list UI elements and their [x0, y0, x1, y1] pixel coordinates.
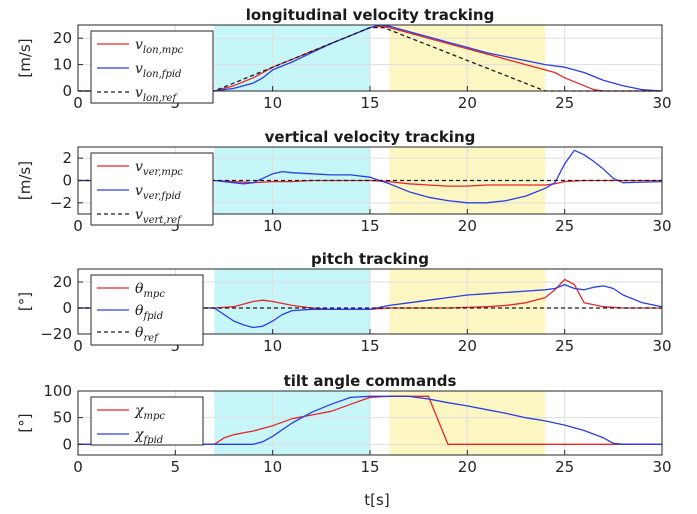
pitch-legend-entry: θref [135, 325, 160, 344]
vertical-velocity-legend-entry: vvert,ref [135, 207, 183, 226]
pitch-xtick-label: 15 [360, 337, 379, 355]
vertical-velocity-legend-entry: vver,fpid [135, 183, 181, 202]
tilt-angle-panel: 0 5 10 15 20 25 30 0 50 100 tilt angle commands [°]… [16, 372, 672, 476]
x-axis-label: t[s] [364, 491, 389, 509]
longitudinal-velocity-ytick-label: 10 [53, 56, 72, 74]
pitch-xtick-label: 10 [263, 337, 282, 355]
tilt-angle-series-mpc [78, 395, 662, 445]
pitch-xtick-label: 20 [458, 337, 477, 355]
tilt-angle-legend-box [90, 396, 204, 446]
longitudinal-velocity-legend-entry: vlon,fpid [135, 61, 181, 80]
tilt-angle-legend-entry: χmpc [134, 403, 165, 422]
longitudinal-velocity-xtick-label: 30 [652, 94, 671, 112]
longitudinal-velocity-legend-entry: vlon,ref [135, 85, 178, 104]
vertical-velocity-series-ver-mpc [78, 179, 662, 187]
vertical-velocity-xtick-label: 25 [555, 217, 574, 235]
longitudinal-velocity-xtick-label: 10 [263, 94, 282, 112]
vertical-velocity-y-axis-label: [m/s] [16, 161, 34, 200]
vertical-velocity-ytick-label: 2 [62, 149, 72, 167]
pitch-ytick-label: −20 [40, 325, 72, 343]
tilt-angle-series-fpid [78, 395, 662, 445]
longitudinal-velocity-title: longitudinal velocity tracking [246, 6, 495, 24]
longitudinal-velocity-xtick-label: 25 [555, 94, 574, 112]
tilt-angle-xtick-label: 10 [263, 458, 282, 476]
pitch-series-fpid [78, 283, 663, 329]
vertical-velocity-legend-box [90, 152, 214, 226]
tilt-angle-ytick-label: 0 [62, 435, 72, 453]
longitudinal-velocity-xtick-label: 15 [360, 94, 379, 112]
longitudinal-velocity-legend: vlon,mpc vlon,fpid vlon,ref [90, 30, 214, 104]
pitch-ytick-label: 20 [53, 273, 72, 291]
vertical-velocity-xtick-label: 15 [360, 217, 379, 235]
pitch-series-mpc [78, 278, 662, 310]
longitudinal-velocity-ytick-label: 0 [62, 82, 72, 100]
tilt-angle-xtick-label: 15 [360, 458, 379, 476]
pitch-title: pitch tracking [311, 250, 429, 268]
pitch-xtick-label: 25 [555, 337, 574, 355]
pitch-legend-entry: θfpid [135, 303, 163, 322]
tilt-angle-xtick-label: 5 [171, 458, 181, 476]
pitch-xtick-label: 5 [171, 337, 181, 355]
tilt-angle-title: tilt angle commands [284, 372, 457, 390]
vertical-velocity-xtick-label: 10 [263, 217, 282, 235]
tilt-angle-xtick-label: 20 [458, 458, 477, 476]
vertical-velocity-legend: vver,mpc vver,fpid vvert,ref [90, 152, 214, 226]
longitudinal-velocity-xtick-label: 0 [73, 94, 83, 112]
tilt-angle-xtick-label: 0 [73, 458, 83, 476]
longitudinal-velocity-legend-entry: vlon,mpc [135, 37, 184, 56]
vertical-velocity-xtick-label: 0 [73, 217, 83, 235]
vertical-velocity-xtick-label: 30 [652, 217, 671, 235]
pitch-y-axis-label: [°] [16, 292, 34, 311]
pitch-legend-entry: θmpc [135, 281, 165, 300]
tilt-angle-legend-entry: χfpid [134, 427, 163, 446]
vertical-velocity-legend-entry: vver,mpc [135, 159, 183, 178]
pitch-xtick-label: 0 [73, 337, 83, 355]
tilt-angle-xtick-label: 30 [652, 458, 671, 476]
pitch-legend: θmpc θfpid θref [90, 274, 204, 346]
pitch-band-1 [214, 269, 370, 334]
vertical-velocity-xtick-label: 20 [458, 217, 477, 235]
longitudinal-velocity-series-lon-mpc [78, 25, 662, 92]
longitudinal-velocity-xtick-label: 20 [458, 94, 477, 112]
longitudinal-velocity-panel: 05101520253001020longitudinal velocity t… [16, 6, 672, 112]
tilt-angle-ytick-label: 50 [53, 409, 72, 427]
longitudinal-velocity-series-lon-fpid [78, 24, 663, 92]
pitch-ytick-label: 0 [62, 299, 72, 317]
tilt-angle-legend: χmpc χfpid [90, 396, 204, 446]
tilt-angle-y-axis-label: [°] [16, 413, 34, 432]
vertical-velocity-ytick-label: −2 [50, 194, 72, 212]
vertical-velocity-ytick-label: 0 [62, 172, 72, 190]
longitudinal-velocity-ytick-label: 20 [53, 29, 72, 47]
tilt-angle-ytick-label: 100 [43, 382, 72, 400]
longitudinal-velocity-y-axis-label: [m/s] [16, 38, 34, 77]
vertical-velocity-title: vertical velocity tracking [265, 128, 476, 146]
tilt-angle-xtick-label: 25 [555, 458, 574, 476]
vertical-velocity-xtick-label: 5 [171, 217, 181, 235]
vertical-velocity-series-ver-fpid [78, 149, 663, 204]
longitudinal-velocity-legend-box [90, 30, 214, 104]
pitch-xtick-label: 30 [652, 337, 671, 355]
